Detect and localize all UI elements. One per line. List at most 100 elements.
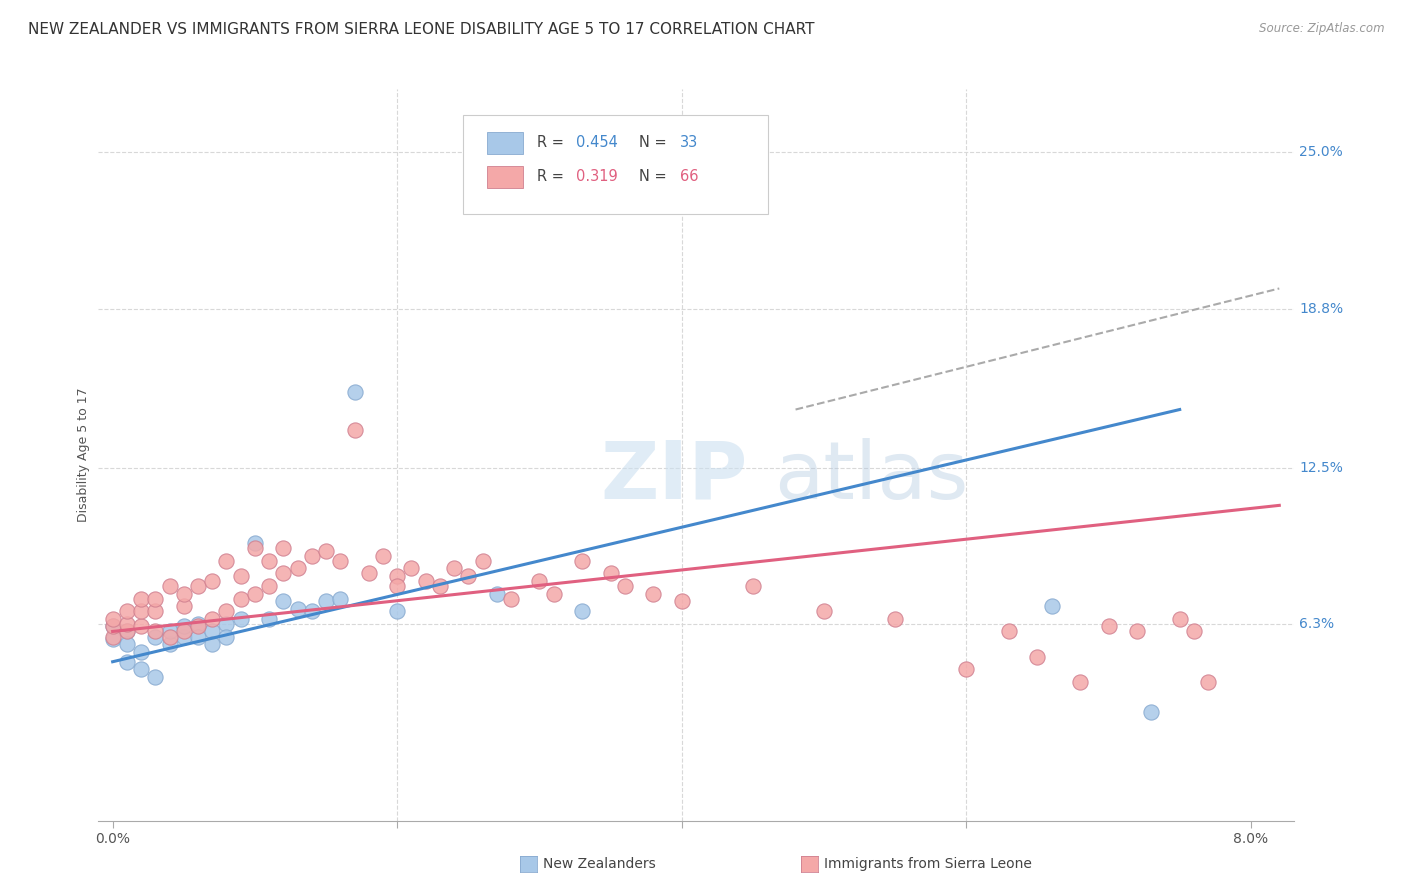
Point — [173, 630, 195, 644]
Point — [485, 587, 508, 601]
Point — [201, 574, 224, 588]
Point — [143, 630, 166, 644]
Point — [143, 591, 166, 606]
Text: Immigrants from Sierra Leone: Immigrants from Sierra Leone — [824, 857, 1032, 871]
Point — [257, 554, 280, 568]
Point — [257, 579, 280, 593]
Point — [201, 637, 224, 651]
Point — [129, 604, 152, 618]
Point — [543, 587, 565, 601]
Point — [115, 624, 138, 639]
Point — [115, 637, 138, 651]
Point — [529, 574, 551, 588]
Point — [343, 423, 366, 437]
Point — [159, 630, 181, 644]
Point — [401, 561, 423, 575]
Text: 6.3%: 6.3% — [1299, 617, 1334, 631]
Point — [1182, 624, 1205, 639]
Point — [813, 604, 835, 618]
Point — [173, 587, 195, 601]
Point — [571, 554, 593, 568]
Point — [643, 587, 665, 601]
Point — [143, 624, 166, 639]
Point — [187, 619, 209, 633]
Point — [1197, 674, 1219, 689]
FancyBboxPatch shape — [486, 132, 523, 153]
Text: N =: N = — [638, 169, 666, 185]
Point — [429, 579, 451, 593]
Point — [129, 619, 152, 633]
Point — [741, 579, 763, 593]
Point — [955, 662, 977, 676]
Text: 33: 33 — [681, 135, 699, 150]
Point — [229, 569, 252, 583]
Y-axis label: Disability Age 5 to 17: Disability Age 5 to 17 — [77, 388, 90, 522]
Point — [273, 594, 295, 608]
Point — [115, 616, 138, 631]
Text: New Zealanders: New Zealanders — [543, 857, 655, 871]
Point — [101, 619, 124, 633]
Point — [301, 549, 323, 563]
Point — [998, 624, 1021, 639]
Point — [215, 616, 238, 631]
Text: atlas: atlas — [773, 438, 967, 516]
Point — [457, 569, 479, 583]
Point — [385, 604, 409, 618]
Point — [143, 604, 166, 618]
Point — [257, 612, 280, 626]
Text: 0.319: 0.319 — [576, 169, 619, 185]
Text: NEW ZEALANDER VS IMMIGRANTS FROM SIERRA LEONE DISABILITY AGE 5 TO 17 CORRELATION: NEW ZEALANDER VS IMMIGRANTS FROM SIERRA … — [28, 22, 814, 37]
Point — [129, 645, 152, 659]
Point — [173, 619, 195, 633]
Text: 25.0%: 25.0% — [1299, 145, 1343, 160]
Point — [115, 604, 138, 618]
Point — [215, 554, 238, 568]
Point — [115, 655, 138, 669]
Point — [315, 543, 337, 558]
Point — [159, 624, 181, 639]
Point — [129, 591, 152, 606]
Point — [1069, 674, 1091, 689]
Point — [301, 604, 323, 618]
Point — [287, 561, 309, 575]
Point — [329, 591, 352, 606]
Point — [187, 616, 209, 631]
Text: 66: 66 — [681, 169, 699, 185]
Text: 18.8%: 18.8% — [1299, 301, 1344, 316]
Point — [187, 579, 209, 593]
Point — [143, 670, 166, 684]
Text: R =: R = — [537, 169, 564, 185]
Point — [329, 554, 352, 568]
Point — [443, 561, 465, 575]
Point — [471, 554, 494, 568]
Point — [357, 566, 380, 581]
FancyBboxPatch shape — [486, 166, 523, 188]
Point — [1097, 619, 1119, 633]
Point — [499, 591, 522, 606]
Point — [187, 630, 209, 644]
Point — [229, 591, 252, 606]
Point — [173, 624, 195, 639]
Point — [101, 612, 124, 626]
Point — [215, 630, 238, 644]
Point — [243, 587, 266, 601]
Point — [229, 612, 252, 626]
Point — [571, 604, 593, 618]
Point — [159, 579, 181, 593]
Point — [371, 549, 394, 563]
Text: Source: ZipAtlas.com: Source: ZipAtlas.com — [1260, 22, 1385, 36]
Point — [273, 566, 295, 581]
Text: R =: R = — [537, 135, 564, 150]
Point — [159, 637, 181, 651]
Point — [243, 536, 266, 550]
Point — [287, 601, 309, 615]
Point — [201, 612, 224, 626]
Point — [101, 619, 124, 633]
Point — [1126, 624, 1149, 639]
FancyBboxPatch shape — [463, 115, 768, 213]
Text: N =: N = — [638, 135, 666, 150]
Point — [385, 569, 409, 583]
Point — [1140, 705, 1163, 719]
Text: 12.5%: 12.5% — [1299, 460, 1343, 475]
Point — [101, 630, 124, 644]
